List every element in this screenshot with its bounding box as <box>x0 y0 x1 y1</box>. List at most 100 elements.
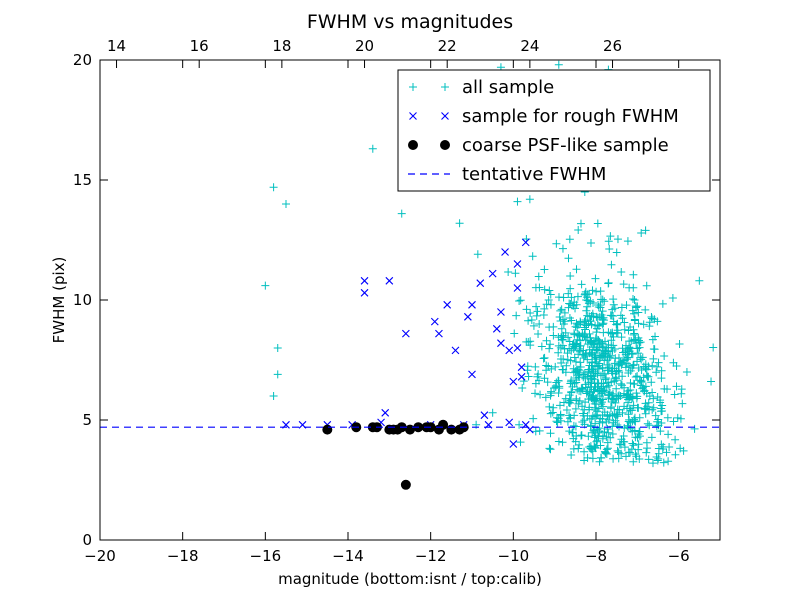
all-sample-point <box>581 316 590 325</box>
all-sample-point <box>603 425 612 434</box>
all-sample-point <box>596 301 605 310</box>
all-sample-point <box>565 427 574 436</box>
all-sample-point <box>624 417 633 426</box>
all-sample-point <box>607 398 616 407</box>
all-sample-point <box>624 326 633 335</box>
all-sample-point <box>570 353 579 362</box>
all-sample-point <box>649 403 658 412</box>
all-sample-point <box>567 346 576 355</box>
top-x-tick-label: 16 <box>190 37 209 55</box>
all-sample-point <box>539 354 548 363</box>
all-sample-point <box>593 219 602 228</box>
rough-fwhm-point <box>497 308 505 316</box>
all-sample-point <box>598 295 607 304</box>
all-sample-point <box>663 385 672 394</box>
all-sample-point <box>588 428 597 437</box>
all-sample-point <box>626 424 635 433</box>
all-sample-point <box>572 339 581 348</box>
all-sample-point <box>574 225 583 234</box>
all-sample-point <box>634 445 643 454</box>
all-sample-point <box>573 335 582 344</box>
all-sample-point <box>671 450 680 459</box>
top-x-tick-label: 14 <box>107 37 126 55</box>
all-sample-point <box>629 441 638 450</box>
all-sample-point <box>608 429 617 438</box>
all-sample-point <box>561 394 570 403</box>
all-sample-point <box>591 274 600 283</box>
all-sample-point <box>671 435 680 444</box>
all-sample-point <box>566 271 575 280</box>
all-sample-point <box>620 383 629 392</box>
all-sample-point <box>599 431 608 440</box>
all-sample-point <box>595 340 604 349</box>
all-sample-point <box>578 402 587 411</box>
all-sample-point <box>620 424 629 433</box>
all-sample-point <box>707 377 716 386</box>
all-sample-point <box>397 209 406 218</box>
all-sample-point <box>617 268 626 277</box>
all-sample-point <box>648 405 657 414</box>
all-sample-point <box>551 383 560 392</box>
all-sample-point <box>549 331 558 340</box>
all-sample-point <box>564 289 573 298</box>
all-sample-point <box>649 345 658 354</box>
all-sample-point <box>573 292 582 301</box>
all-sample-point <box>542 366 551 375</box>
all-sample-point <box>615 391 624 400</box>
all-sample-point <box>595 386 604 395</box>
all-sample-point <box>611 416 620 425</box>
all-sample-point <box>598 363 607 372</box>
all-sample-point <box>567 388 576 397</box>
all-sample-point <box>623 237 632 246</box>
all-sample-point <box>682 368 691 376</box>
all-sample-point <box>616 311 625 320</box>
rough-fwhm-point <box>451 346 460 355</box>
all-sample-point <box>571 322 580 331</box>
legend-box <box>397 69 711 192</box>
all-sample-point <box>642 365 651 374</box>
all-sample-point <box>657 366 666 375</box>
all-sample-point <box>673 413 682 422</box>
all-sample-point <box>542 336 551 345</box>
all-sample-point <box>620 318 629 327</box>
all-sample-point <box>643 444 652 453</box>
legend-marker <box>441 112 449 120</box>
all-sample-point <box>676 414 685 423</box>
all-sample-point <box>516 296 525 305</box>
psf-sample-point <box>400 479 411 490</box>
all-sample-point <box>541 393 550 402</box>
all-sample-point <box>546 445 555 454</box>
all-sample-point <box>605 245 614 254</box>
all-sample-point <box>558 244 567 253</box>
all-sample-point <box>647 314 656 323</box>
all-sample-point <box>625 337 634 346</box>
all-sample-point <box>546 429 555 438</box>
all-sample-point <box>652 362 661 371</box>
all-sample-point <box>553 418 562 427</box>
all-sample-point <box>641 305 650 314</box>
top-x-tick-label: 20 <box>355 37 374 55</box>
all-sample-point <box>547 389 556 398</box>
all-sample-point <box>545 323 554 332</box>
all-sample-point <box>554 389 563 398</box>
all-sample-point <box>572 376 581 385</box>
rough-fwhm-point <box>381 408 390 417</box>
all-sample-point <box>603 438 612 447</box>
all-sample-point <box>273 344 282 352</box>
all-sample-point <box>533 307 542 316</box>
all-sample-point <box>606 232 615 241</box>
all-sample-point <box>615 422 624 431</box>
all-sample-point <box>617 449 626 458</box>
all-sample-point <box>588 343 597 352</box>
all-sample-point <box>622 452 631 461</box>
all-sample-point <box>644 372 653 381</box>
all-sample-point <box>532 302 541 311</box>
rough-fwhm-point <box>480 411 489 420</box>
all-sample-point <box>518 384 527 393</box>
all-sample-point <box>637 229 646 238</box>
all-sample-point <box>662 448 671 457</box>
legend-label: coarse PSF-like sample <box>462 135 669 156</box>
all-sample-point <box>590 339 599 348</box>
all-sample-point <box>648 361 657 370</box>
all-sample-point <box>534 329 543 338</box>
